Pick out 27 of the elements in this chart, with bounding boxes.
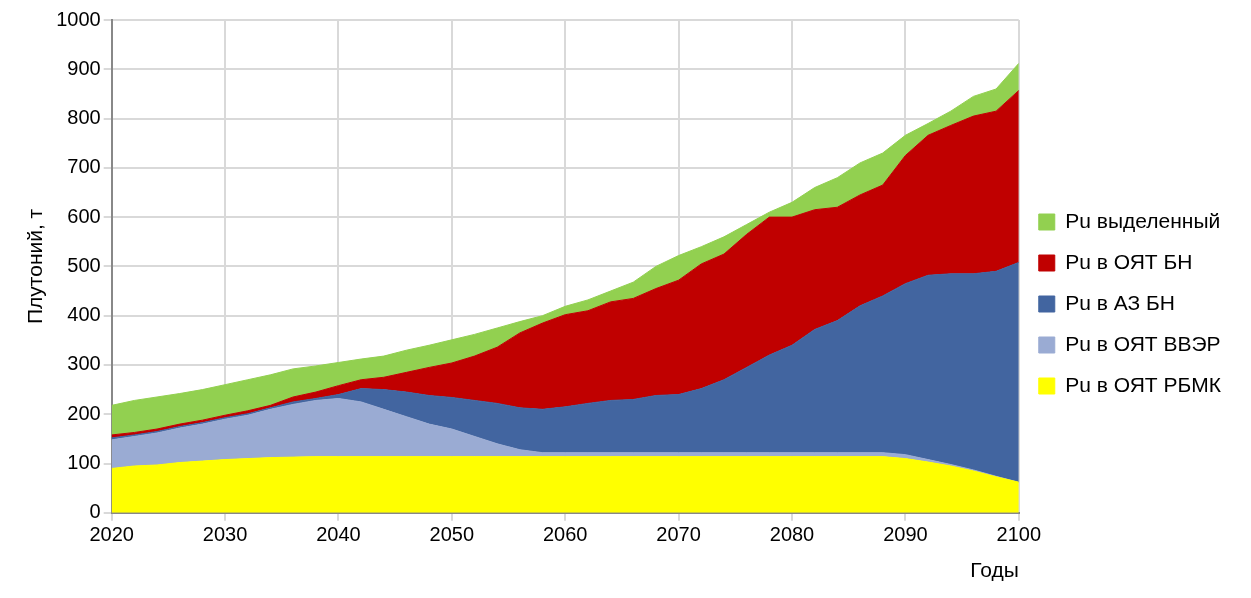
y-tick-label: 800 [67, 106, 101, 129]
x-tick-label: 2070 [656, 523, 701, 546]
y-tick-label: 400 [67, 303, 101, 326]
x-tick-label: 2100 [996, 523, 1042, 546]
x-tick-label: 2020 [89, 523, 134, 546]
x-tick-label: 2060 [542, 523, 588, 546]
y-tick-label: 1000 [56, 7, 101, 30]
y-tick-label: 0 [89, 500, 101, 523]
x-tick-label: 2080 [769, 523, 815, 546]
x-tick-label: 2040 [316, 523, 361, 546]
legend-label: Pu в ОЯТ РБМК [1065, 372, 1222, 396]
legend-label: Pu в ОЯТ БН [1065, 249, 1193, 273]
legend-label: Pu в АЗ БН [1065, 290, 1176, 314]
y-axis-title: Плутоний, т [23, 208, 47, 325]
x-tick-label: 2090 [883, 523, 928, 546]
x-tick-label: 2030 [202, 523, 248, 546]
y-tick-label: 500 [67, 253, 101, 276]
y-tick-label: 600 [67, 204, 101, 227]
x-axis-title: Годы [970, 558, 1019, 582]
legend-label: Pu выделенный [1065, 208, 1221, 232]
y-tick-label: 300 [67, 352, 101, 375]
x-tick-label: 2050 [429, 523, 475, 546]
y-tick-label: 900 [67, 56, 101, 79]
y-tick-label: 200 [67, 401, 101, 424]
legend-label: Pu в ОЯТ ВВЭР [1065, 331, 1221, 355]
y-tick-label: 700 [67, 155, 101, 178]
y-tick-label: 100 [67, 451, 101, 474]
